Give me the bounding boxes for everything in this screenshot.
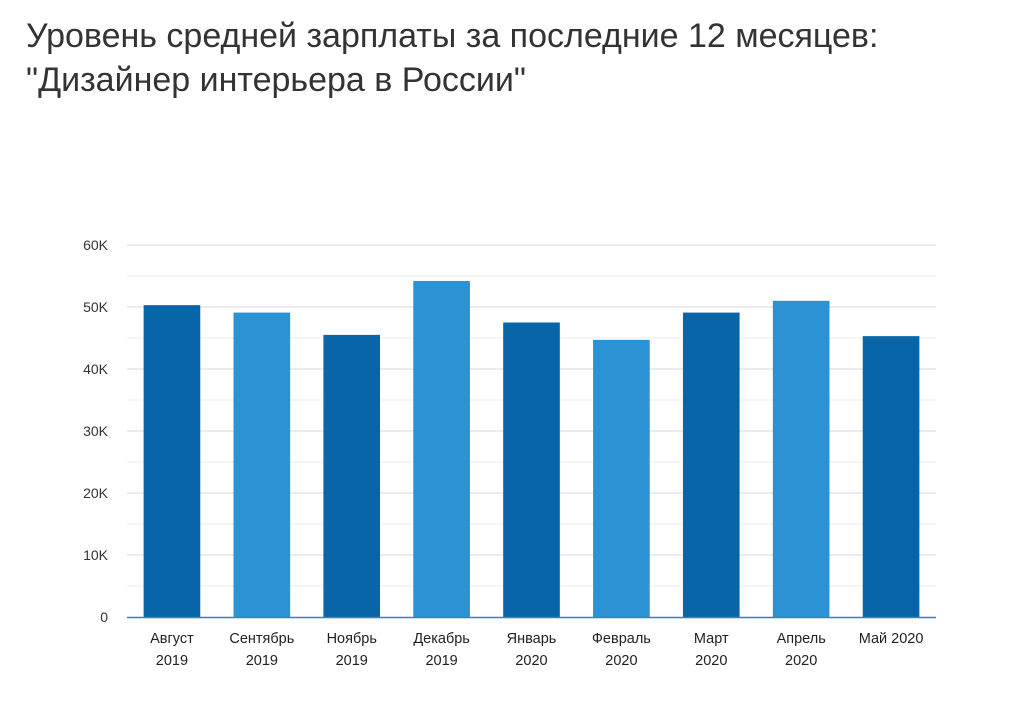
bar [682,312,740,617]
bar [503,322,560,617]
y-tick-label: 10K [83,547,109,563]
bar [413,280,470,617]
chart-title-line-1: Уровень средней зарплаты за последние 12… [26,17,879,55]
x-category-label: Февраль 2020 [592,631,651,669]
y-tick-label: 50K [83,299,109,315]
x-category-label: Август 2019 [150,631,194,669]
y-tick-label: 40K [83,361,109,377]
bars [143,280,920,617]
y-tick-label: 60K [83,237,109,253]
x-category-label: Май 2020 [859,631,924,647]
y-tick-label: 20K [83,485,109,501]
x-category-label: Март 2020 [694,631,729,669]
x-category-label: Сентябрь 2019 [229,631,294,669]
x-category-label: Ноябрь 2019 [327,631,377,669]
chart-title: Уровень средней зарплаты за последние 12… [26,14,878,102]
bar [862,336,920,617]
y-axis-tick-labels: 0 10K 20K 30K 40K 50K 60K [83,237,109,625]
bar [233,312,291,617]
x-category-label: Декабрь 2019 [413,631,470,669]
y-tick-label: 0 [100,609,108,625]
bar [323,334,381,617]
x-axis-category-labels: Август 2019 Сентябрь 2019 Ноябрь 2019 Декабрь 2… [150,631,923,669]
x-category-label: Апрель 2020 [777,631,826,669]
y-tick-label: 30K [83,423,109,439]
bar [593,339,650,617]
bar [772,300,830,617]
x-category-label: Январь 2020 [507,631,557,669]
bar [143,305,201,617]
chart-title-line-2: "Дизайнер интерьера в России" [26,61,526,99]
